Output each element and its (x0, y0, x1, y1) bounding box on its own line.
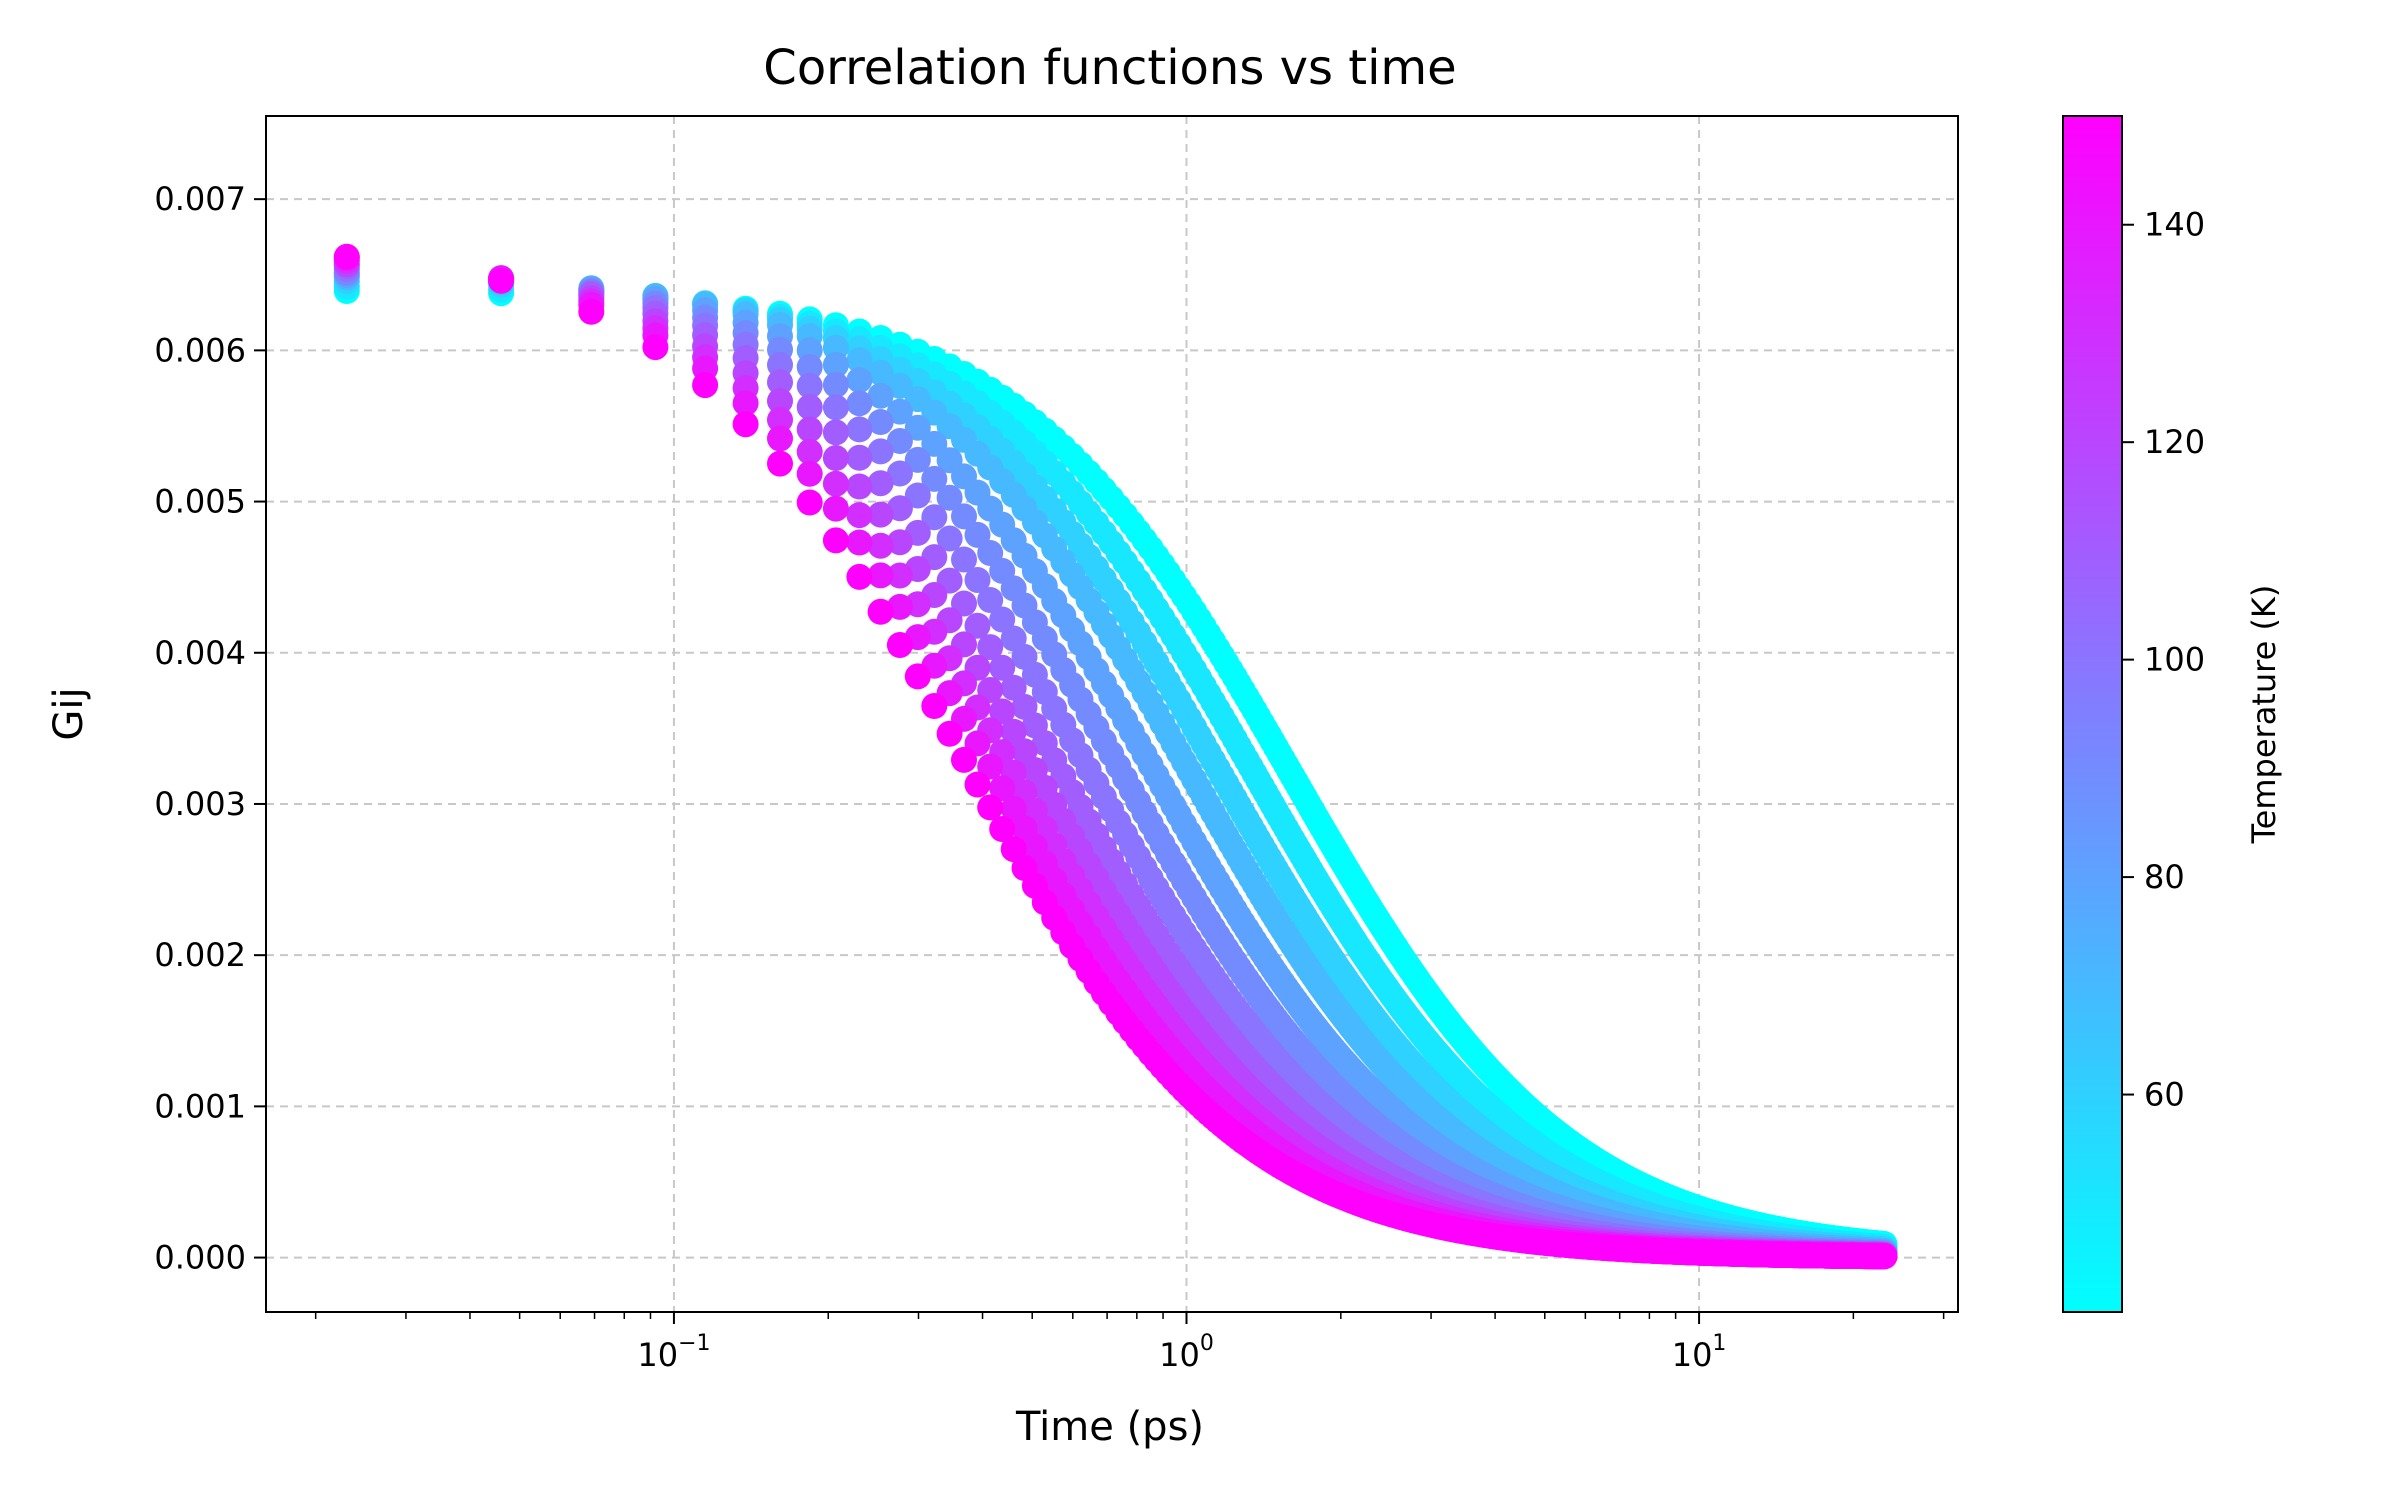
data-point (846, 367, 873, 394)
chart-title: Correlation functions vs time (763, 40, 1456, 96)
plot-area: 10−1 100 101 0.0000.0010.0020.0030.0040.00… (154, 115, 1959, 1374)
scatter-points (333, 243, 1898, 1270)
